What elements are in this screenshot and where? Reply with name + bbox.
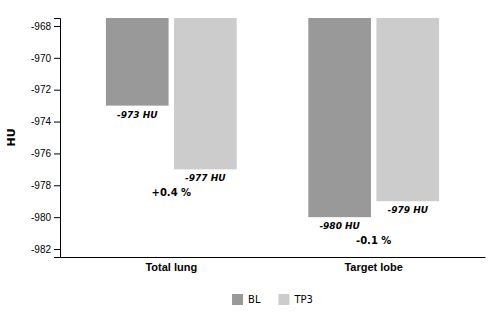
x-axis: Total lung Target lobe: [61, 257, 486, 273]
data-label: -977 HU: [185, 173, 226, 183]
bar: [174, 18, 237, 169]
x-tick: Target lobe: [344, 257, 402, 273]
y-axis-title: HU: [5, 128, 18, 146]
y-tick: -976: [31, 148, 60, 159]
data-label: -973 HU: [117, 110, 158, 120]
y-tick-label: -970: [31, 53, 51, 64]
y-tick-label: -974: [31, 116, 51, 127]
y-tick: -980: [31, 212, 60, 223]
y-tick: -974: [31, 116, 60, 127]
y-tick-label: -982: [31, 244, 51, 255]
x-axis-line: [61, 257, 486, 258]
y-tick-mark: [54, 90, 60, 91]
y-tick-mark: [54, 249, 60, 250]
y-axis: -982 -980 -978 -976 -974 -972 -970 -968: [31, 19, 61, 258]
annotation: -0.1 %: [356, 235, 391, 246]
y-tick: -968: [31, 21, 60, 32]
legend-swatch: [232, 294, 243, 305]
bars: [106, 18, 439, 217]
y-tick-mark: [54, 185, 60, 186]
data-label: -979 HU: [387, 205, 428, 215]
y-tick-label: -972: [31, 84, 51, 95]
legend-label: TP3: [293, 294, 313, 305]
y-tick: -982: [31, 244, 60, 255]
y-tick: -972: [31, 84, 60, 95]
chart: -982 -980 -978 -976 -974 -972 -970 -968 Total lu…: [0, 0, 500, 315]
y-tick: -970: [31, 53, 60, 64]
y-tick: -978: [31, 180, 60, 191]
data-labels: -973 HU -980 HU -977 HU -979 HU +0.4 % -0.1 %: [117, 110, 429, 247]
y-tick-mark: [54, 26, 60, 27]
bar: [308, 18, 371, 217]
x-tick: Total lung: [145, 257, 197, 273]
y-tick-label: -976: [31, 148, 51, 159]
y-axis-line: [54, 19, 61, 258]
legend-item: TP3: [278, 294, 313, 305]
y-tick-label: -978: [31, 180, 51, 191]
y-tick-mark: [54, 58, 60, 59]
x-tick-label: Target lobe: [344, 261, 402, 273]
data-label: -980 HU: [319, 221, 360, 231]
bar: [376, 18, 439, 201]
legend-label: BL: [248, 294, 261, 305]
plot: -982 -980 -978 -976 -974 -972 -970 -968 Total lu…: [5, 18, 486, 273]
y-tick-mark: [54, 122, 60, 123]
y-tick-mark: [54, 153, 60, 154]
annotation: +0.4 %: [152, 187, 192, 198]
y-tick-mark: [54, 217, 60, 218]
y-tick-label: -980: [31, 212, 51, 223]
bar: [106, 18, 169, 106]
legend-item: BL: [232, 294, 261, 305]
legend-swatch: [278, 294, 289, 305]
legend: BL TP3: [232, 294, 313, 305]
x-tick-label: Total lung: [145, 261, 197, 273]
y-tick-label: -968: [31, 21, 51, 32]
